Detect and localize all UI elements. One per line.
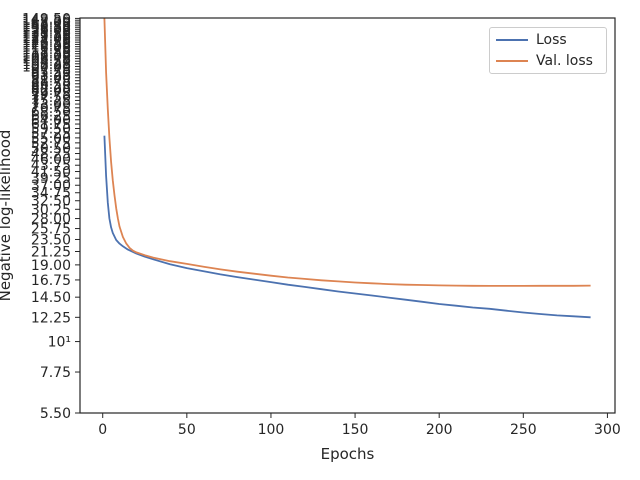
y-tick-label: 55.00 [31, 131, 71, 147]
y-tick-label: 106.75 [22, 52, 71, 68]
y-tick-label: 7.75 [40, 365, 71, 381]
y-tick-label: 70.75 [31, 101, 71, 117]
x-tick-label: 150 [342, 422, 369, 438]
x-tick-label: 200 [426, 422, 453, 438]
y-tick-label: 136.00 [22, 23, 71, 39]
y-tick-label: 97.75 [31, 62, 71, 78]
legend-swatch-loss [496, 39, 528, 41]
y-tick-label: 113.50 [22, 44, 71, 60]
x-tick-label: 50 [178, 422, 196, 438]
y-tick-label: 16.75 [31, 273, 71, 289]
y-tick-label: 41.50 [31, 165, 71, 181]
y-tick-label: 59.50 [31, 121, 71, 137]
y-tick-label: 23.50 [31, 232, 71, 248]
y-tick-label: 95.50 [31, 65, 71, 81]
y-tick-label: 115.75 [22, 42, 71, 58]
y-tick-label: 129.25 [22, 29, 71, 45]
x-axis-ticks: 0 50 100 150 200 250 300 [98, 413, 621, 438]
y-tick-label: 86.50 [31, 77, 71, 93]
y-tick-label: 57.25 [31, 126, 71, 142]
y-tick-label: 25.75 [31, 222, 71, 238]
y-tick-label: 131.50 [22, 27, 71, 43]
series-line-val-loss [103, 17, 591, 287]
y-tick-label: 122.50 [22, 35, 71, 51]
y-tick-label: 84.25 [31, 80, 71, 96]
y-tick-label: 127.00 [22, 31, 71, 47]
y-axis-ticks: 5.50 7.75 10¹ 12.25 14.5016.7519.0021.2523.5… [22, 11, 80, 422]
y-tick-label: 30.25 [31, 202, 71, 218]
y-tick-label: 82.00 [31, 83, 71, 99]
y-tick-label: 138.25 [22, 21, 71, 37]
y-tick-label: 102.25 [22, 57, 71, 73]
legend-label-loss: Loss [536, 32, 567, 48]
y-tick-label: 48.25 [31, 147, 71, 163]
series-lines [103, 17, 591, 319]
legend-item-loss: Loss [496, 30, 567, 50]
x-axis-label: Epochs [321, 445, 375, 463]
y-tick-label: 64.00 [31, 113, 71, 129]
y-tick-label: 32.50 [31, 194, 71, 210]
x-tick-label: 0 [98, 422, 107, 438]
y-tick-label: 5.50 [40, 406, 71, 422]
y-tick-label: 34.75 [31, 186, 71, 202]
y-tick-label: 12.25 [31, 310, 71, 326]
legend-item-val-loss: Val. loss [496, 51, 593, 71]
x-tick-label: 250 [510, 422, 537, 438]
y-tick-label: 118.00 [22, 40, 71, 56]
y-tick-label: 124.75 [22, 33, 71, 49]
y-tick-label: 46.00 [31, 152, 71, 168]
y-tick-label: 109.00 [22, 49, 71, 65]
y-tick-label: 73.00 [31, 97, 71, 113]
y-tick-label: 37.00 [31, 178, 71, 194]
y-tick-label: 66.25 [31, 109, 71, 125]
y-tick-label: 142.75 [22, 17, 71, 33]
y-tick-label: 79.75 [31, 86, 71, 102]
legend: Loss Val. loss [489, 27, 607, 74]
y-tick-label: 50.50 [31, 141, 71, 157]
y-tick-label: 133.75 [22, 25, 71, 41]
x-tick-label: 300 [594, 422, 621, 438]
y-tick-label: 91.00 [31, 71, 71, 87]
y-tick-label: 149.50 [22, 11, 71, 27]
y-tick-label: 52.75 [31, 136, 71, 152]
y-tick-label: 77.50 [31, 90, 71, 106]
y-tick-label: 68.50 [31, 105, 71, 121]
y-tick-label: 140.50 [22, 19, 71, 35]
plot-frame [79, 17, 616, 414]
y-axis-label: Negative log-likelihood [0, 130, 14, 302]
legend-label-val-loss: Val. loss [536, 53, 593, 69]
y-tick-label: 111.25 [22, 47, 71, 63]
y-tick-label: 19.00 [31, 258, 71, 274]
y-tick-label: 100.00 [22, 59, 71, 75]
y-tick-label: 43.75 [31, 158, 71, 174]
y-tick-label: 145.00 [22, 15, 71, 31]
legend-swatch-val-loss [496, 60, 528, 62]
y-tick-label: 39.25 [31, 171, 71, 187]
y-tick-label: 93.25 [31, 68, 71, 84]
x-tick-label: 100 [258, 422, 285, 438]
y-tick-label: 21.25 [31, 245, 71, 261]
y-tick-label: 104.50 [22, 54, 71, 70]
y-tick-label: 61.75 [31, 117, 71, 133]
y-tick-label: 28.00 [31, 212, 71, 228]
y-tick-label: 120.25 [22, 37, 71, 53]
y-tick-label: 10¹ [48, 335, 71, 351]
y-tick-label: 75.25 [31, 93, 71, 109]
series-line-loss [103, 135, 591, 319]
y-tick-label: 147.25 [22, 13, 71, 29]
y-tick-label: 88.75 [31, 74, 71, 90]
y-tick-label: 14.50 [31, 290, 71, 306]
